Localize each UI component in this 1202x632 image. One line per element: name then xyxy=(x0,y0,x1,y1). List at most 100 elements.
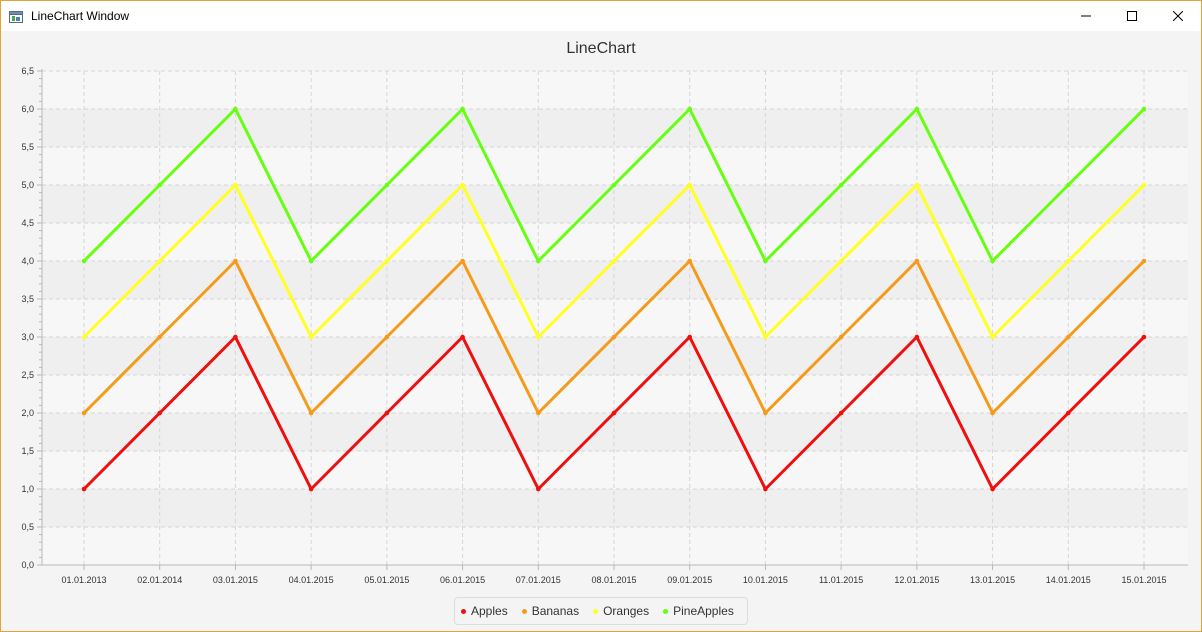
data-point xyxy=(1141,258,1147,264)
y-tick-label: 2,5 xyxy=(21,370,34,380)
legend-label: Apples xyxy=(471,604,508,618)
data-point xyxy=(535,486,541,492)
data-point xyxy=(763,258,768,264)
data-point xyxy=(535,334,541,340)
data-point xyxy=(1141,106,1147,112)
data-point xyxy=(384,410,390,416)
legend-label: Oranges xyxy=(603,604,650,618)
data-point xyxy=(1141,334,1147,340)
data-point xyxy=(990,486,995,492)
x-tick-label: 03.01.2015 xyxy=(213,575,258,585)
y-tick-label: 0,5 xyxy=(21,522,34,532)
legend-label: Bananas xyxy=(531,604,580,618)
legend-marker-icon xyxy=(461,608,466,614)
data-point xyxy=(81,334,87,340)
chart-title: LineChart xyxy=(566,40,636,57)
y-tick-label: 5,0 xyxy=(21,180,34,190)
close-icon xyxy=(1173,11,1183,21)
x-tick-label: 01.01.2013 xyxy=(61,575,106,585)
maximize-icon xyxy=(1127,11,1137,21)
data-point xyxy=(687,106,693,112)
plot-band xyxy=(42,413,1188,451)
data-point xyxy=(157,258,163,264)
x-tick-label: 09.01.2015 xyxy=(667,575,712,585)
data-point xyxy=(233,182,238,188)
data-point xyxy=(460,258,465,264)
grid-lines xyxy=(42,70,1188,566)
plot-band xyxy=(42,185,1188,223)
legend-marker-icon xyxy=(521,608,527,614)
y-tick-label: 1,5 xyxy=(21,446,34,456)
data-point xyxy=(914,182,920,188)
y-axis-ticks: 0,0 0,5 1,0 1,5 2,0 2,5 3,0 3,5 4,0 4,5 5,0 5,5 6,0 6… xyxy=(21,66,42,570)
data-point xyxy=(763,334,768,340)
x-tick-label: 12.01.2015 xyxy=(894,575,939,585)
x-tick-label: 06.01.2015 xyxy=(440,575,485,585)
maximize-button[interactable] xyxy=(1109,1,1155,31)
data-point xyxy=(1065,334,1071,340)
data-point xyxy=(157,410,163,416)
x-tick-label: 13.01.2015 xyxy=(970,575,1015,585)
y-tick-label: 4,5 xyxy=(21,218,34,228)
data-point xyxy=(384,182,390,188)
x-tick-label: 15.01.2015 xyxy=(1121,575,1166,585)
x-tick-label: 10.01.2015 xyxy=(743,575,788,585)
data-point xyxy=(308,410,314,416)
legend-item-apples: Apples xyxy=(461,604,508,618)
minimize-button[interactable] xyxy=(1063,1,1109,31)
series-oranges xyxy=(81,182,1147,340)
series-bananas xyxy=(81,258,1147,416)
data-point xyxy=(308,258,314,264)
title-bar[interactable]: LineChart Window xyxy=(1,1,1201,31)
data-point xyxy=(763,486,768,492)
data-point xyxy=(990,410,995,416)
y-tick-label: 0,0 xyxy=(21,560,34,570)
data-point xyxy=(81,258,87,264)
app-icon xyxy=(9,10,23,23)
data-point xyxy=(460,106,465,112)
legend-item-bananas: Bananas xyxy=(521,604,580,618)
close-button[interactable] xyxy=(1155,1,1201,31)
data-point xyxy=(308,334,314,340)
data-point xyxy=(1065,182,1071,188)
legend-item-oranges: Oranges xyxy=(593,604,649,618)
data-point xyxy=(914,106,920,112)
data-point xyxy=(460,182,465,188)
legend-marker-icon xyxy=(663,608,669,614)
data-point xyxy=(81,410,87,416)
data-point xyxy=(838,410,844,416)
data-point xyxy=(308,486,314,492)
y-tick-label: 6,5 xyxy=(21,66,34,76)
chart-container: LineChart 0,0 0,5 1,0 1,5 2,0 2,5 3,0 3,5 4,0 4,5… xyxy=(1,31,1201,631)
data-point xyxy=(535,410,541,416)
legend-marker-icon xyxy=(593,608,599,614)
series-apples xyxy=(81,334,1147,492)
y-tick-label: 3,0 xyxy=(21,332,34,342)
data-point xyxy=(838,258,844,264)
data-point xyxy=(233,106,238,112)
data-point xyxy=(990,258,995,264)
plot-band xyxy=(42,337,1188,375)
data-point xyxy=(81,486,87,492)
minimize-icon xyxy=(1081,15,1091,17)
chart-legend: Apples Bananas Oranges PineApples xyxy=(454,597,748,625)
x-tick-label: 04.01.2015 xyxy=(289,575,334,585)
series-pineapples xyxy=(81,106,1147,264)
plot-band xyxy=(42,109,1188,147)
y-tick-label: 3,5 xyxy=(21,294,34,304)
plot-band xyxy=(42,489,1188,527)
data-point xyxy=(914,258,920,264)
y-tick-label: 6,0 xyxy=(21,104,34,114)
y-tick-label: 5,5 xyxy=(21,142,34,152)
data-point xyxy=(687,258,693,264)
y-tick-label: 2,0 xyxy=(21,408,34,418)
data-point xyxy=(535,258,541,264)
data-point xyxy=(611,410,617,416)
data-point xyxy=(460,334,465,340)
x-tick-label: 11.01.2015 xyxy=(819,575,863,585)
x-tick-label: 02.01.2014 xyxy=(137,575,182,585)
y-tick-label: 4,0 xyxy=(21,256,34,266)
x-tick-label: 08.01.2015 xyxy=(591,575,636,585)
data-point xyxy=(611,182,617,188)
